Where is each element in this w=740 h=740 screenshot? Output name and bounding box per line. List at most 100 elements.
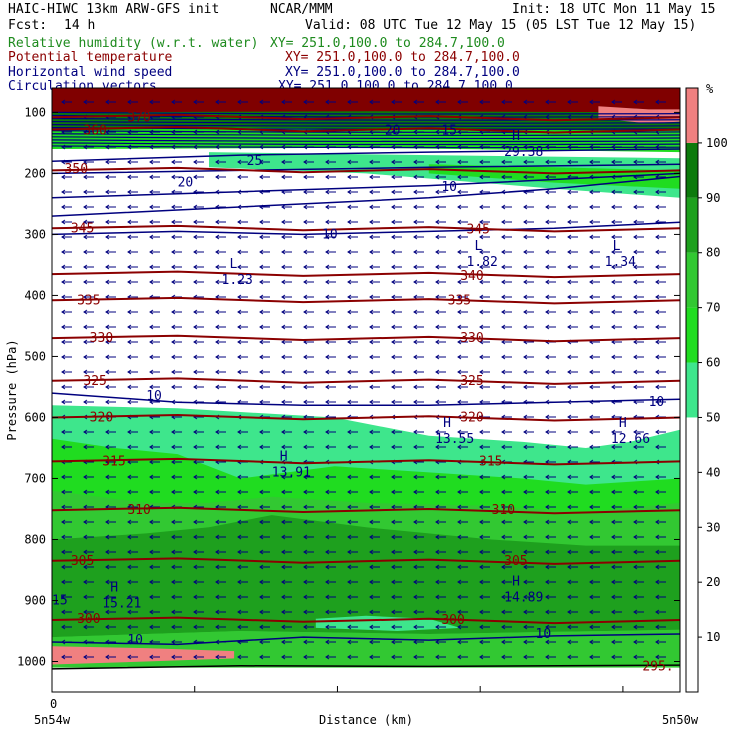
wind-vector — [567, 489, 578, 495]
wind-vector — [633, 504, 644, 510]
wind-speed-contour-jet — [52, 120, 680, 124]
wind-vector — [149, 159, 160, 165]
wind-vector — [193, 234, 204, 240]
wind-vector — [347, 369, 358, 375]
wind-vector — [259, 609, 270, 615]
wind-vector — [347, 339, 358, 345]
colorbar-segment — [686, 417, 698, 692]
wind-vector — [501, 594, 512, 600]
wind-vector — [237, 234, 248, 240]
wind-vector — [303, 549, 314, 555]
wind-vector — [655, 549, 666, 555]
plot-frame — [51, 87, 681, 693]
wind-vector — [149, 219, 160, 225]
wind-vector — [567, 369, 578, 375]
wind-vector — [61, 234, 72, 240]
wind-vector — [479, 609, 490, 615]
wind-vector — [545, 594, 556, 600]
wind-vector — [369, 624, 380, 630]
wind-vector — [259, 219, 270, 225]
wind-vector — [303, 279, 314, 285]
wind-vector — [215, 99, 226, 105]
wind-vector — [281, 159, 292, 165]
wind-vector — [193, 384, 204, 390]
theta-label: 300 — [77, 612, 100, 627]
theta-label: 315 — [102, 454, 125, 469]
wind-vector — [655, 639, 666, 645]
wind-vector — [325, 504, 336, 510]
wind-vector — [413, 624, 424, 630]
wind-vector — [567, 609, 578, 615]
wind-vector — [215, 384, 226, 390]
wind-vector — [193, 219, 204, 225]
wind-vector — [589, 369, 600, 375]
wind-vector — [633, 234, 644, 240]
wind-vector — [303, 234, 314, 240]
wind-vector — [567, 384, 578, 390]
wind-speed-contour — [52, 163, 680, 175]
wind-vector — [149, 519, 160, 525]
wind-vector — [83, 534, 94, 540]
wind-vector — [83, 294, 94, 300]
wind-vector — [149, 459, 160, 465]
wind-vector — [193, 564, 204, 570]
wind-vector — [127, 99, 138, 105]
wind-vector — [259, 249, 270, 255]
wind-vector — [611, 264, 622, 270]
wind-vector — [523, 219, 534, 225]
wind-vector — [369, 234, 380, 240]
theta-contour — [52, 296, 680, 305]
wind-vector — [215, 519, 226, 525]
wind-vector — [589, 504, 600, 510]
wind-vector — [457, 384, 468, 390]
wind-vector — [61, 249, 72, 255]
theta-label: 310 — [127, 503, 150, 518]
theta-contour — [52, 125, 680, 134]
wind-vector — [435, 489, 446, 495]
wind-vector — [633, 159, 644, 165]
wind-vector — [127, 369, 138, 375]
wind-vector — [611, 639, 622, 645]
wind-vector — [259, 564, 270, 570]
wind-vector — [259, 534, 270, 540]
wind-vector — [457, 294, 468, 300]
wind-vector — [523, 324, 534, 330]
wind-vector — [237, 594, 248, 600]
wind-vector — [501, 369, 512, 375]
y-tick-label: 100 — [24, 105, 46, 119]
y-tick-label: 800 — [24, 532, 46, 546]
wind-vector — [83, 474, 94, 480]
wind-vector — [413, 549, 424, 555]
wind-speed-contour-jet — [52, 111, 680, 115]
wind-vector — [281, 324, 292, 330]
rh-band-90 — [52, 515, 680, 638]
wind-vector — [633, 99, 644, 105]
wind-vector — [655, 519, 666, 525]
wind-vector — [369, 534, 380, 540]
wind-vector — [479, 624, 490, 630]
wind-vector — [655, 249, 666, 255]
wind-vector — [347, 189, 358, 195]
wind-vector — [633, 639, 644, 645]
wind-vector — [567, 444, 578, 450]
wind-vector — [325, 534, 336, 540]
wind-vector — [391, 309, 402, 315]
wind-vector — [589, 309, 600, 315]
wind-vector — [545, 429, 556, 435]
theta-label: 305 — [71, 554, 94, 569]
wind-vector — [611, 384, 622, 390]
wind-vector — [303, 384, 314, 390]
wind-vector — [501, 294, 512, 300]
theta-contour — [52, 224, 680, 233]
wind-vector — [655, 369, 666, 375]
wind-vector — [281, 279, 292, 285]
wind-vector — [149, 174, 160, 180]
wind-vector — [567, 309, 578, 315]
wind-vector — [391, 99, 402, 105]
wind-vector — [479, 324, 490, 330]
wind-vector — [479, 594, 490, 600]
wind-vector — [193, 549, 204, 555]
wind-vector — [171, 654, 182, 660]
wind-vector — [215, 354, 226, 360]
wind-vector — [391, 339, 402, 345]
